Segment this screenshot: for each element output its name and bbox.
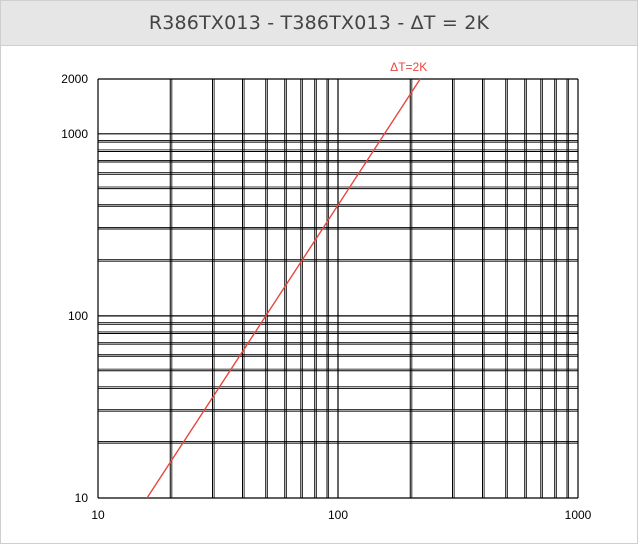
y-tick-label: 1000 bbox=[61, 127, 88, 141]
x-tick-label: 10 bbox=[91, 508, 105, 522]
tick-labels: ΔT=2K 10 100 1000 10 100 1000 2000 bbox=[61, 60, 591, 522]
series-line bbox=[146, 78, 421, 499]
grid-lines bbox=[97, 78, 579, 499]
series-layer bbox=[146, 78, 421, 499]
chart-title-bar: R386TX013 - T386TX013 - ΔT = 2K bbox=[1, 1, 637, 46]
series-label: ΔT=2K bbox=[390, 60, 427, 74]
x-tick-label: 100 bbox=[328, 508, 348, 522]
y-tick-label: 2000 bbox=[61, 72, 88, 86]
chart-title: R386TX013 - T386TX013 - ΔT = 2K bbox=[148, 12, 490, 34]
x-tick-label: 1000 bbox=[565, 508, 592, 522]
y-tick-label: 10 bbox=[75, 491, 89, 505]
y-tick-label: 100 bbox=[68, 309, 88, 323]
